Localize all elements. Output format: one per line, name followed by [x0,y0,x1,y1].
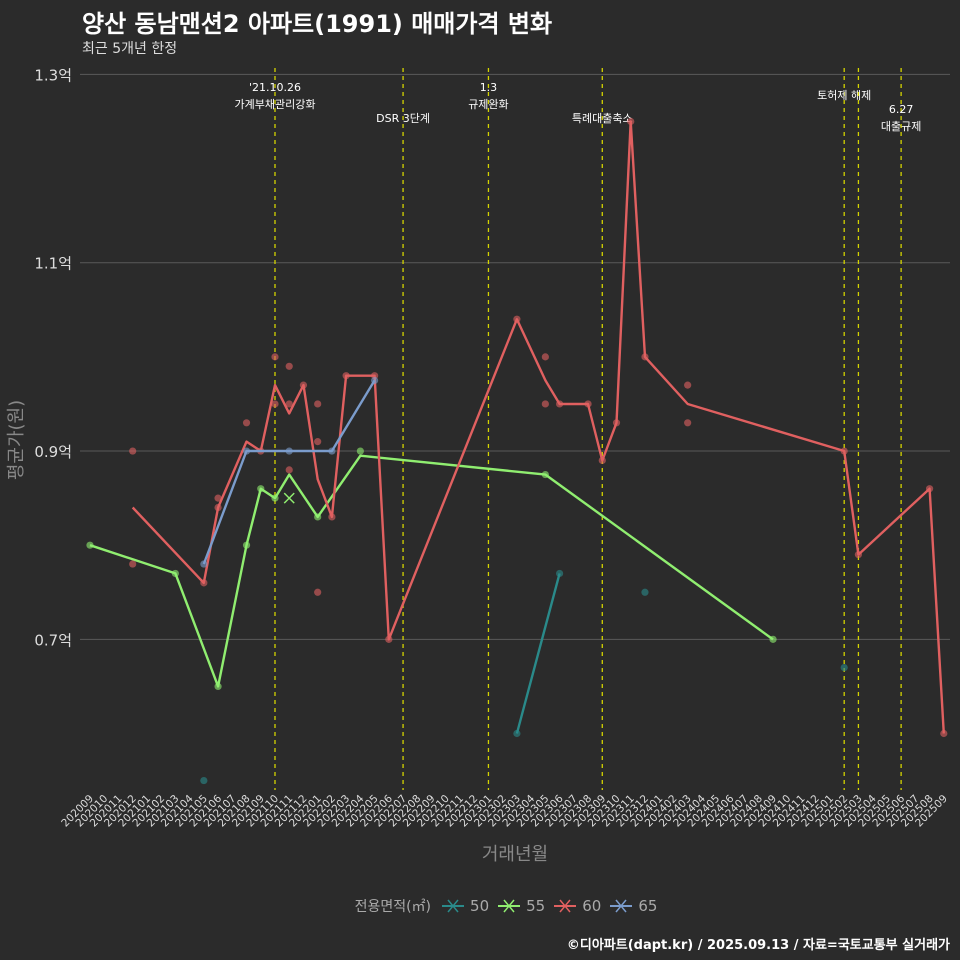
legend-key-icon [442,899,465,913]
legend-key-icon [498,899,521,913]
y-axis-label: 평균가(원) [6,400,27,480]
data-point [271,494,279,502]
data-point [314,400,322,408]
series-60 [129,117,948,738]
data-point [840,447,848,455]
series-50 [200,569,848,785]
series-55 [86,447,777,691]
data-point [314,438,322,446]
data-point [200,560,208,568]
data-point [684,419,692,427]
series-line-50 [515,573,561,734]
chart-subtitle: 최근 5개년 한정 [82,41,178,57]
data-point [598,456,606,465]
data-point [242,447,251,455]
event-label: 가계부채관리강화 [235,98,316,111]
y-tick-label: 1.3억 [34,66,72,84]
event-label: 1.3 [480,81,498,94]
legend-label: 60 [582,897,602,915]
data-point [242,419,251,427]
data-point [129,560,137,568]
data-point [257,485,265,493]
legend-item-60: 60 [553,897,601,915]
event-label: 6.27 [889,103,914,116]
data-point [314,588,322,596]
y-axis: 0.7억 0.9억 1.1억 1.3억 [34,66,72,649]
grid [80,73,950,640]
data-point [214,503,222,512]
y-tick-label: 1.1억 [34,255,72,273]
data-point [641,588,649,596]
event-label: 토허제 해제 [817,88,871,102]
legend-key-icon [554,899,577,913]
data-point [271,400,279,408]
data-point [513,315,521,323]
data-point [171,569,179,578]
data-point [925,485,934,493]
data-point [627,117,635,126]
data-point [86,541,94,549]
data-point [641,353,649,361]
data-point [555,569,564,578]
data-point [612,419,621,427]
data-point [200,579,208,587]
legend-label: 65 [638,897,658,915]
data-point [271,353,279,361]
legend-item-65: 65 [609,897,657,915]
data-point [129,447,137,455]
data-point [328,513,336,521]
legend-key-icon [610,899,633,913]
data-point [285,447,293,455]
data-point [840,663,848,672]
legend-label: 50 [470,897,490,915]
data-point [385,635,393,643]
data-point [371,376,379,385]
data-point-cross [283,492,295,504]
source-caption: ©디아파트(dapt.kr) / 2025.09.13 / 자료=국토교통부 실… [566,938,950,953]
legend-item-55: 55 [497,897,545,915]
data-point [328,447,336,455]
chart-title: 양산 동남맨션2 아파트(1991) 매매가격 변화 [82,10,553,38]
data-point [342,372,350,380]
legend-label: 55 [526,897,546,915]
data-point [285,362,293,370]
data-point [555,400,564,408]
legend: 전용면적(㎡) 50 55 60 65 [0,896,960,916]
legend-item-50: 50 [441,897,489,915]
event-label: 특례대출축소 [572,112,633,125]
event-label: 대출규제 [881,120,921,133]
data-point [214,682,222,691]
series-65 [200,376,379,568]
data-point [214,494,222,502]
x-axis-label: 거래년월 [482,844,548,865]
data-point [242,541,251,549]
data-point [541,400,549,408]
event-label: DSR 3단계 [376,112,430,125]
series [86,117,948,785]
data-point [285,466,293,474]
data-point [200,776,208,785]
y-tick-label: 0.9억 [34,443,72,461]
y-tick-label: 0.7억 [34,631,72,649]
data-point [584,400,592,408]
data-point [513,729,521,738]
data-point [940,729,948,738]
data-point [299,381,308,389]
event-label: 규제완화 [468,98,508,111]
data-point [684,381,692,389]
event-label: '21.10.26 [249,81,301,94]
data-point [854,551,863,559]
data-point [285,400,293,408]
data-point [314,513,322,521]
data-point [541,470,549,479]
x-axis: 2020092020102020112020122021012021022021… [59,792,950,829]
data-point [541,353,549,361]
series-line-60 [131,120,945,734]
data-point [356,447,364,455]
legend-title: 전용면적(㎡) [354,899,432,915]
data-point [769,635,777,643]
